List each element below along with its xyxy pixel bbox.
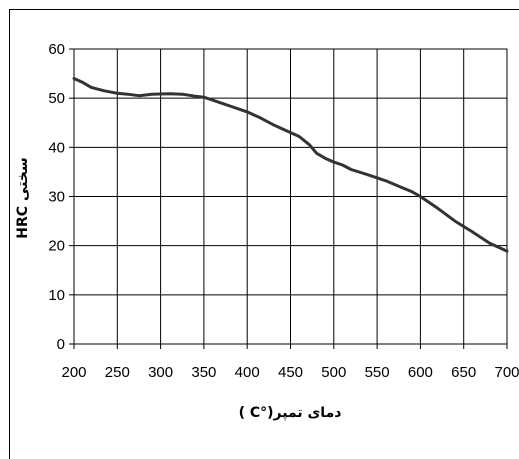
y-axis-label: HRC سختی <box>15 157 31 238</box>
chart-frame <box>9 9 519 459</box>
x-tick-label: 200 <box>61 364 86 381</box>
x-tick-label: 550 <box>365 364 390 381</box>
x-tick-label: 500 <box>321 364 346 381</box>
y-tick-label: 60 <box>48 41 65 58</box>
series-line <box>72 77 509 253</box>
y-tick-label: 0 <box>57 336 65 353</box>
y-tick-label: 10 <box>48 287 65 304</box>
x-tick-label: 650 <box>451 364 476 381</box>
x-tick-labels: 200 250 300 350 400 450 500 550 600 650 700 <box>61 364 519 381</box>
plot-area-border <box>73 48 508 345</box>
series-group <box>72 77 509 253</box>
y-tick-label: 40 <box>48 139 65 156</box>
x-tick-label: 400 <box>235 364 260 381</box>
y-tick-labels: 0 10 20 30 40 50 60 <box>48 41 65 353</box>
x-tick-label: 700 <box>494 364 519 381</box>
y-tick-label: 30 <box>48 189 65 206</box>
x-tick-label: 250 <box>105 364 130 381</box>
x-tick-label: 300 <box>148 364 173 381</box>
y-tick-label: 20 <box>48 238 65 255</box>
x-axis-label: دمای تمپر(°C ) <box>239 405 342 421</box>
x-tick-label: 600 <box>408 364 433 381</box>
axes <box>69 48 508 349</box>
x-tick-label: 450 <box>278 364 303 381</box>
grid-lines <box>73 48 508 345</box>
y-tick-label: 50 <box>48 90 65 107</box>
x-tick-label: 350 <box>191 364 216 381</box>
